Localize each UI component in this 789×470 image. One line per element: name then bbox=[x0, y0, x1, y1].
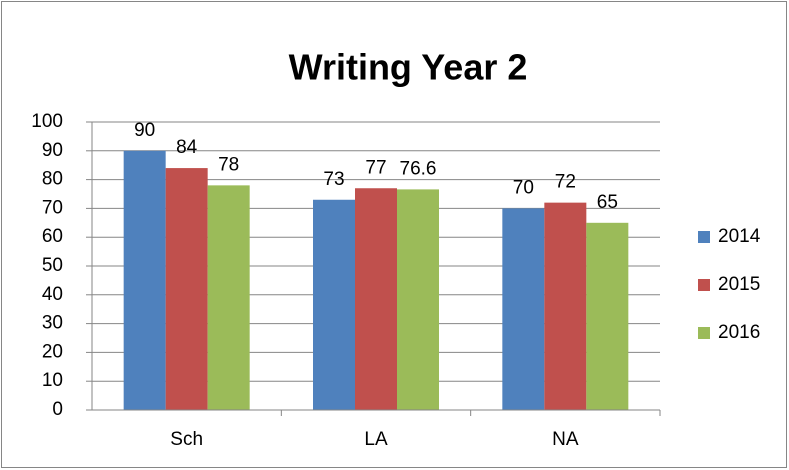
bar bbox=[397, 189, 439, 410]
data-label: 77 bbox=[365, 157, 386, 178]
y-tick-label: 90 bbox=[42, 140, 63, 161]
data-label: 76.6 bbox=[400, 158, 437, 179]
bar bbox=[502, 208, 545, 410]
bar bbox=[123, 150, 166, 411]
chart-title: Writing Year 2 bbox=[289, 47, 528, 88]
bar bbox=[586, 222, 629, 410]
y-tick-label: 10 bbox=[42, 370, 63, 391]
legend-label: 2015 bbox=[718, 274, 760, 295]
bar bbox=[544, 202, 587, 410]
data-label: 72 bbox=[555, 172, 576, 193]
bar bbox=[207, 185, 250, 410]
x-tick-label: NA bbox=[552, 429, 579, 450]
legend-swatch bbox=[698, 327, 710, 339]
legend-swatch bbox=[698, 279, 710, 291]
y-tick-label: 100 bbox=[31, 111, 63, 132]
y-tick-label: 20 bbox=[42, 341, 63, 362]
y-tick-label: 70 bbox=[42, 197, 63, 218]
x-tick-label: Sch bbox=[170, 429, 203, 450]
data-label: 90 bbox=[134, 120, 155, 141]
y-tick-label: 40 bbox=[42, 284, 63, 305]
y-tick-label: 0 bbox=[52, 399, 63, 420]
y-tick-label: 50 bbox=[42, 255, 63, 276]
data-label: 70 bbox=[513, 177, 534, 198]
data-label: 78 bbox=[218, 154, 239, 175]
data-label: 84 bbox=[176, 137, 198, 158]
y-tick-label: 30 bbox=[42, 313, 63, 334]
data-label: 65 bbox=[597, 192, 618, 213]
y-tick-label: 80 bbox=[42, 169, 63, 190]
legend-swatch bbox=[698, 231, 710, 243]
y-tick-label: 60 bbox=[42, 226, 63, 247]
bar bbox=[355, 188, 397, 410]
data-label: 73 bbox=[323, 169, 344, 190]
legend-label: 2016 bbox=[718, 322, 760, 343]
bar bbox=[165, 168, 208, 410]
bar bbox=[313, 199, 355, 410]
x-tick-label: LA bbox=[364, 429, 388, 450]
legend-label: 2014 bbox=[718, 226, 761, 247]
